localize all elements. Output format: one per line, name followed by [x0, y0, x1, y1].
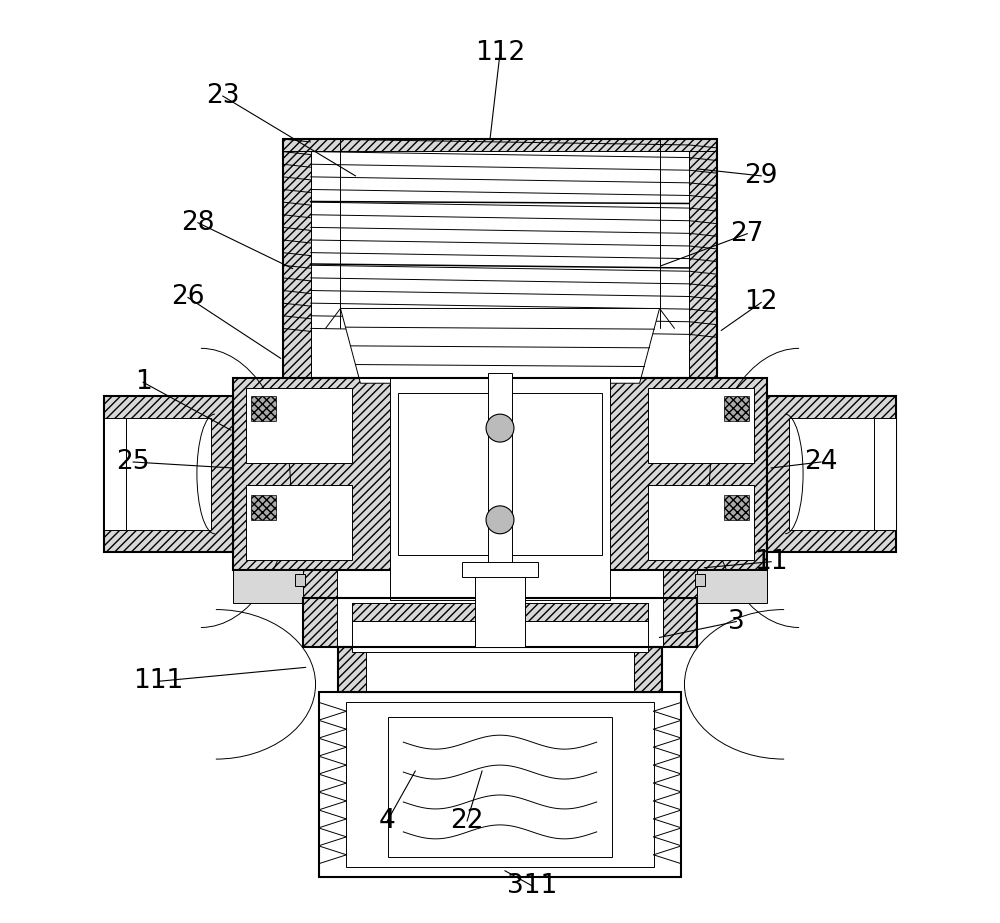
Bar — [789, 418, 874, 530]
Polygon shape — [340, 308, 660, 383]
Circle shape — [486, 506, 514, 533]
Polygon shape — [689, 139, 717, 378]
Text: 311: 311 — [507, 873, 557, 899]
Bar — [295, 574, 305, 585]
Bar — [346, 702, 654, 867]
Bar — [697, 569, 767, 603]
Bar — [352, 603, 648, 653]
Bar — [338, 647, 662, 692]
Polygon shape — [251, 396, 276, 421]
Text: 27: 27 — [731, 221, 764, 246]
Text: 26: 26 — [171, 284, 205, 310]
Text: 22: 22 — [450, 808, 484, 833]
Text: 11: 11 — [754, 548, 788, 575]
Polygon shape — [663, 597, 697, 647]
Text: 111: 111 — [133, 668, 183, 694]
Polygon shape — [352, 603, 648, 620]
Bar — [233, 569, 337, 597]
Bar — [390, 378, 610, 600]
Bar — [246, 389, 352, 463]
Text: 24: 24 — [804, 449, 838, 475]
Circle shape — [486, 414, 514, 442]
Text: 1: 1 — [135, 369, 151, 395]
Polygon shape — [283, 139, 311, 378]
Bar — [488, 373, 512, 600]
Bar — [126, 418, 211, 530]
Bar — [874, 418, 896, 530]
Bar — [398, 393, 602, 555]
Polygon shape — [338, 647, 366, 692]
Bar — [337, 597, 663, 647]
Bar — [303, 597, 697, 647]
Text: 4: 4 — [379, 808, 396, 833]
Bar — [338, 647, 662, 692]
Bar — [104, 418, 126, 530]
Text: 23: 23 — [206, 83, 240, 109]
Bar — [648, 389, 754, 463]
Text: 29: 29 — [744, 162, 778, 189]
Text: 112: 112 — [475, 41, 525, 66]
Bar — [648, 485, 754, 559]
Bar — [663, 569, 767, 597]
Polygon shape — [634, 647, 662, 692]
Text: 28: 28 — [181, 210, 215, 235]
Bar — [319, 692, 681, 877]
Polygon shape — [724, 396, 749, 421]
Text: 25: 25 — [116, 449, 150, 475]
Polygon shape — [283, 139, 717, 151]
Bar — [388, 717, 612, 857]
Text: 3: 3 — [728, 608, 745, 634]
Bar — [475, 569, 525, 647]
Bar — [246, 485, 352, 559]
Bar — [462, 562, 538, 577]
Polygon shape — [104, 396, 233, 552]
Polygon shape — [724, 495, 749, 520]
Polygon shape — [767, 396, 896, 552]
Bar — [695, 574, 705, 585]
Text: 12: 12 — [744, 290, 778, 316]
Bar — [233, 569, 303, 603]
Bar — [283, 139, 717, 378]
Polygon shape — [303, 597, 337, 647]
Polygon shape — [251, 495, 276, 520]
Polygon shape — [233, 378, 767, 569]
